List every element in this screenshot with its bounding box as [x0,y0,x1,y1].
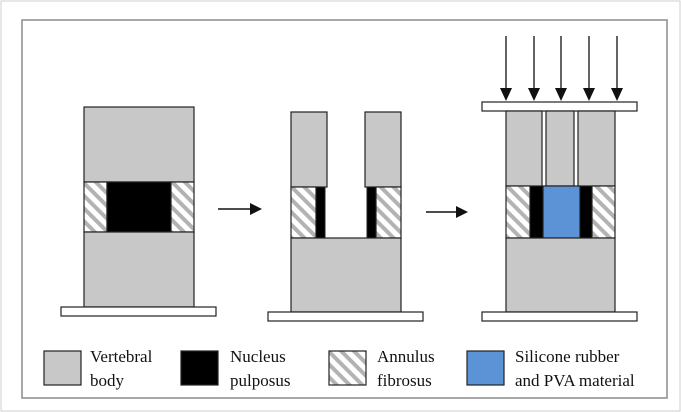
arrow-down-icon [583,36,595,101]
annulus-fibrosus-left [505,185,531,239]
nucleus-remnant-left [529,185,544,239]
arrow-right-icon [426,206,468,218]
legend-swatch-vertebral-body [43,350,82,386]
arrow-down-icon [528,36,540,101]
upper-vertebral-body-center [545,110,575,187]
legend-item-implant-material: Silicone rubber and PVA material [466,347,635,390]
stage-implant-loaded [481,36,638,322]
diagram-frame [21,19,668,399]
upper-vertebral-body-right [577,110,616,187]
arrow-right-icon [218,203,262,215]
annulus-fibrosus-right [375,186,402,239]
lower-vertebral-body [505,237,616,313]
upper-vertebral-body-right [364,111,402,188]
lower-vertebral-body [290,237,402,313]
legend-label-line2: fibrosus [377,371,432,390]
legend-item-nucleus-pulposus: Nucleus pulposus [180,347,290,390]
legend: Vertebral body Nucleus pulposus Annulus … [43,347,635,390]
upper-vertebral-body [83,106,195,183]
legend-label-line2: and PVA material [515,371,635,390]
legend-label-line1: Vertebral [90,347,153,366]
legend-swatch-nucleus-pulposus [180,350,219,386]
legend-label-line2: body [90,371,125,390]
base-plate [267,311,424,322]
base-plate [481,311,638,322]
legend-item-annulus-fibrosus: Annulus fibrosus [328,347,435,390]
nucleus-pulposus [106,181,172,233]
annulus-fibrosus-right [170,181,195,233]
legend-label-line1: Silicone rubber [515,347,620,366]
legend-label-line2: pulposus [230,371,290,390]
nucleus-remnant-left [315,186,326,239]
annulus-fibrosus-left [290,186,317,239]
legend-item-vertebral-body: Vertebral body [43,347,153,390]
upper-vertebral-body-left [505,110,543,187]
stage-nucleus-removed [267,111,424,322]
implant-material [542,185,581,239]
upper-vertebral-body-left [290,111,328,188]
base-plate [60,306,217,317]
nucleus-remnant-right [366,186,377,239]
load-plate [481,101,638,112]
arrow-down-icon [611,36,623,101]
arrow-down-icon [555,36,567,101]
legend-swatch-implant-material [466,350,505,386]
legend-label-line1: Annulus [377,347,435,366]
annulus-fibrosus-right [591,185,616,239]
arrow-down-icon [500,36,512,101]
stage-intact-segment [60,106,217,317]
legend-swatch-annulus-fibrosus [328,350,367,386]
annulus-fibrosus-left [83,181,108,233]
legend-label-line1: Nucleus [230,347,286,366]
nucleus-remnant-right [579,185,593,239]
lower-vertebral-body [83,231,195,308]
